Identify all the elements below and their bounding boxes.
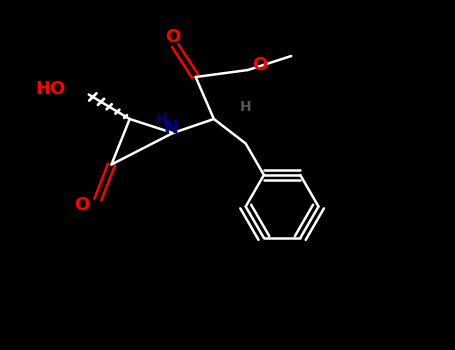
Text: O: O: [165, 28, 181, 46]
Text: O: O: [253, 56, 268, 74]
Text: H: H: [156, 112, 167, 126]
Text: O: O: [74, 196, 90, 214]
Text: N: N: [163, 119, 178, 137]
Text: H: H: [240, 100, 252, 114]
Text: HO: HO: [36, 80, 66, 98]
